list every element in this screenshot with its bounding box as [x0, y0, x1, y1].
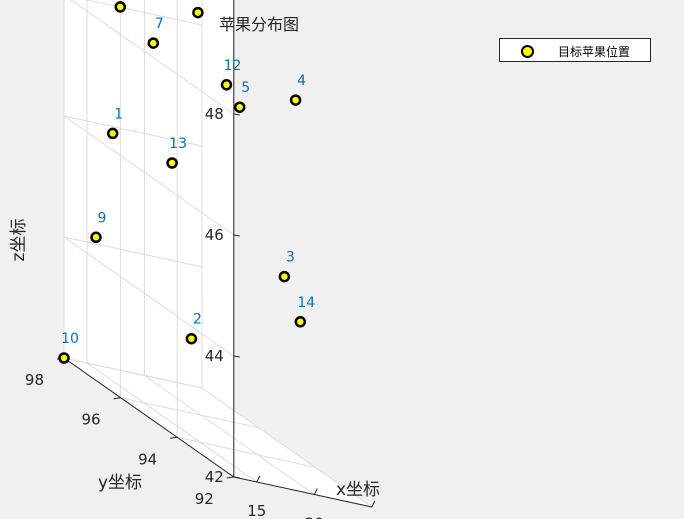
data-point-6 [192, 6, 204, 19]
point-label-4: 4 [297, 73, 306, 89]
grid-line [201, 387, 373, 508]
y-tick-mark [226, 476, 234, 479]
x-axis-label: x坐标 [336, 480, 380, 500]
grid-line [63, 236, 235, 357]
y-tick-mark [113, 397, 121, 400]
grid-line [84, 0, 203, 26]
z-tick-label: 46 [205, 226, 224, 244]
grid-line [63, 115, 203, 147]
point-label-14: 14 [297, 295, 315, 311]
z-tick-label: 44 [205, 347, 224, 365]
legend: 目标苹果位置 [499, 38, 651, 62]
data-point-7 [147, 37, 160, 49]
legend-marker-icon [521, 45, 534, 58]
z-tick-mark [233, 355, 240, 358]
z-tick-mark [233, 113, 240, 116]
point-label-12: 12 [224, 58, 242, 74]
y-tick-mark [170, 436, 178, 439]
y-axis-line [63, 357, 235, 478]
grid-line [63, 357, 203, 389]
point-label-9: 9 [98, 210, 107, 226]
data-point-9 [90, 231, 102, 244]
z-tick-label: 48 [205, 105, 224, 123]
y-tick-label: 96 [82, 411, 101, 429]
data-point-2 [185, 332, 198, 345]
grid-line [63, 236, 203, 268]
point-label-2: 2 [193, 312, 202, 328]
z-tick-mark [233, 476, 240, 479]
data-point-5 [233, 101, 246, 113]
data-point-14 [294, 316, 307, 328]
x-tick-mark [313, 488, 318, 495]
y-tick-label: 98 [25, 371, 44, 389]
axes-panes [64, 0, 372, 507]
point-label-1: 1 [114, 106, 123, 122]
z-tick-label: 50 [205, 0, 224, 2]
grid-line [144, 375, 315, 495]
x-tick-mark [371, 500, 376, 508]
point-label-13: 13 [169, 136, 187, 152]
data-point-4 [289, 94, 302, 106]
point-label-3: 3 [286, 250, 295, 266]
point-labels: 1234567891011121314 [61, 0, 315, 347]
x-tick-label: 20 [305, 515, 324, 519]
grid-line [63, 115, 235, 236]
y-tick-label: 92 [195, 490, 214, 508]
x-tick-mark [256, 475, 261, 483]
data-point-13 [166, 157, 178, 169]
y-tick-label: 94 [138, 450, 157, 468]
z-axis-label: z坐标 [9, 219, 29, 262]
axes-ticks: 152025929496984244464850 [25, 0, 376, 519]
point-label-5: 5 [241, 80, 250, 96]
data-point-10 [58, 352, 70, 364]
z-tick-mark [233, 234, 240, 237]
y-axis-label: y坐标 [98, 473, 142, 493]
grid-line [86, 362, 258, 483]
grid-line [70, 0, 235, 115]
grid-line [177, 436, 316, 468]
data-point-3 [278, 270, 291, 283]
point-label-7: 7 [155, 16, 164, 32]
grid-line [120, 397, 259, 429]
legend-label: 目标苹果位置 [558, 45, 631, 59]
data-point-1 [106, 127, 119, 140]
point-label-10: 10 [61, 331, 79, 347]
data-point-12 [220, 79, 233, 91]
chart-title: 苹果分布图 [219, 15, 299, 34]
data-point-8 [114, 1, 127, 13]
z-tick-label: 42 [205, 468, 224, 486]
x-tick-label: 15 [247, 502, 266, 519]
data-points [58, 1, 307, 364]
side-pane [64, 0, 234, 477]
point-label-6: 6 [199, 0, 208, 2]
